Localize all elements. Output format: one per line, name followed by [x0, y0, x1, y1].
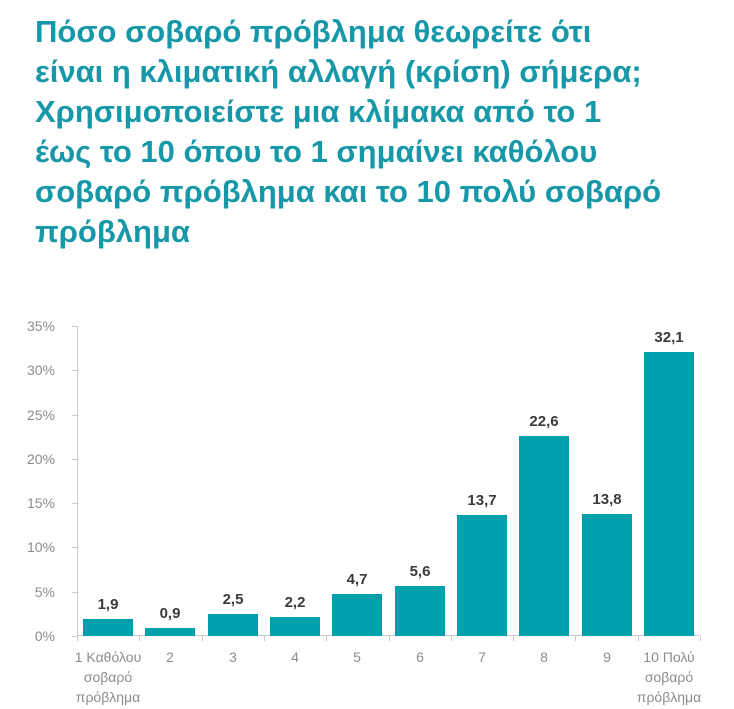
x-axis-tick [700, 636, 701, 641]
bar-value-label: 0,9 [159, 605, 181, 622]
bar-value-label: 13,7 [467, 492, 497, 509]
x-tick-label-line: σοβαρό [83, 669, 133, 685]
y-tick-label: 0% [34, 628, 55, 644]
x-axis-tick [513, 636, 514, 641]
y-axis-tick [72, 636, 77, 637]
bar [395, 586, 445, 636]
bar-value-label: 13,8 [592, 491, 622, 508]
bar-chart-plot-area [77, 326, 700, 636]
chart-title: Πόσο σοβαρό πρόβλημα θεωρείτε ότι είναι η… [35, 12, 720, 252]
x-tick-label-line: πρόβλημα [75, 689, 141, 705]
x-axis-tick [575, 636, 576, 641]
bar [582, 514, 632, 636]
x-tick-label-line: σοβαρό [644, 669, 694, 685]
bar-value-label: 4,7 [346, 571, 368, 588]
x-tick-label-line: πρόβλημα [636, 689, 702, 705]
bar [83, 619, 133, 636]
bar [457, 515, 507, 636]
y-tick-label: 35% [26, 318, 55, 334]
y-axis-tick [72, 459, 77, 460]
bar-value-label: 1,9 [97, 596, 119, 613]
x-tick-label-line: 4 [291, 649, 299, 665]
x-tick-label-line: 7 [478, 649, 486, 665]
x-tick-label: 9 [557, 647, 657, 667]
x-axis-tick [264, 636, 265, 641]
x-tick-label: 5 [307, 647, 407, 667]
x-axis-tick [451, 636, 452, 641]
x-tick-label-line: 1 Καθόλου [74, 649, 142, 665]
y-axis-tick [72, 326, 77, 327]
x-tick-label: 3 [183, 647, 283, 667]
y-tick-label: 30% [26, 362, 55, 379]
bar-value-label: 32,1 [654, 329, 684, 346]
bar-value-label: 2,2 [284, 594, 306, 611]
y-axis-tick [72, 503, 77, 504]
x-tick-label-line: 8 [540, 649, 548, 665]
x-tick-label-line: 10 Πολύ [643, 649, 695, 665]
bar [270, 617, 320, 636]
bar [208, 614, 258, 636]
bar [332, 594, 382, 636]
x-tick-label: 10 Πολύ σοβαρό πρόβλημα [619, 647, 719, 707]
x-axis-tick [638, 636, 639, 641]
x-tick-label-line: 2 [166, 649, 174, 665]
bar-value-label: 5,6 [409, 563, 431, 580]
x-tick-label-line: 9 [603, 649, 611, 665]
bar [644, 352, 694, 636]
x-tick-label: 4 [245, 647, 345, 667]
chart-title-line: πρόβλημα [35, 214, 190, 249]
x-axis-tick [389, 636, 390, 641]
x-axis-tick [202, 636, 203, 641]
x-tick-label-line: 3 [229, 649, 237, 665]
x-tick-label: 7 [432, 647, 532, 667]
y-tick-label: 20% [26, 450, 55, 467]
bar-value-label: 22,6 [529, 413, 559, 430]
x-axis-tick [139, 636, 140, 641]
y-axis-tick [72, 415, 77, 416]
y-tick-label: 10% [26, 539, 55, 556]
bar [519, 436, 569, 636]
chart-title-line: Πόσο σοβαρό πρόβλημα θεωρείτε ότι [35, 14, 592, 49]
x-tick-label: 8 [494, 647, 594, 667]
y-axis-tick [72, 547, 77, 548]
x-tick-label-line: 6 [416, 649, 424, 665]
chart-title-line: είναι η κλιματική αλλαγή (κρίση) σήμερα; [35, 54, 642, 89]
y-tick-label: 15% [26, 495, 55, 512]
chart-title-line: Χρησιμοποιείστε μια κλίμακα από το 1 [35, 94, 602, 129]
x-tick-label-line: 5 [353, 649, 361, 665]
y-axis-tick [72, 370, 77, 371]
bar-value-label: 2,5 [222, 591, 244, 608]
x-tick-label: 2 [120, 647, 220, 667]
x-tick-label: 6 [370, 647, 470, 667]
x-axis-tick [77, 636, 78, 641]
y-tick-label: 5% [34, 583, 55, 600]
chart-title-line: σοβαρό πρόβλημα και το 10 πολύ σοβαρό [35, 174, 662, 209]
x-tick-label: 1 Καθόλου σοβαρό πρόβλημα [58, 647, 158, 707]
y-tick-label: 25% [26, 406, 55, 423]
x-axis-tick [326, 636, 327, 641]
y-axis-tick [72, 592, 77, 593]
bar [145, 628, 195, 636]
chart-title-line: έως το 10 όπου το 1 σημαίνει καθόλου [35, 134, 598, 169]
